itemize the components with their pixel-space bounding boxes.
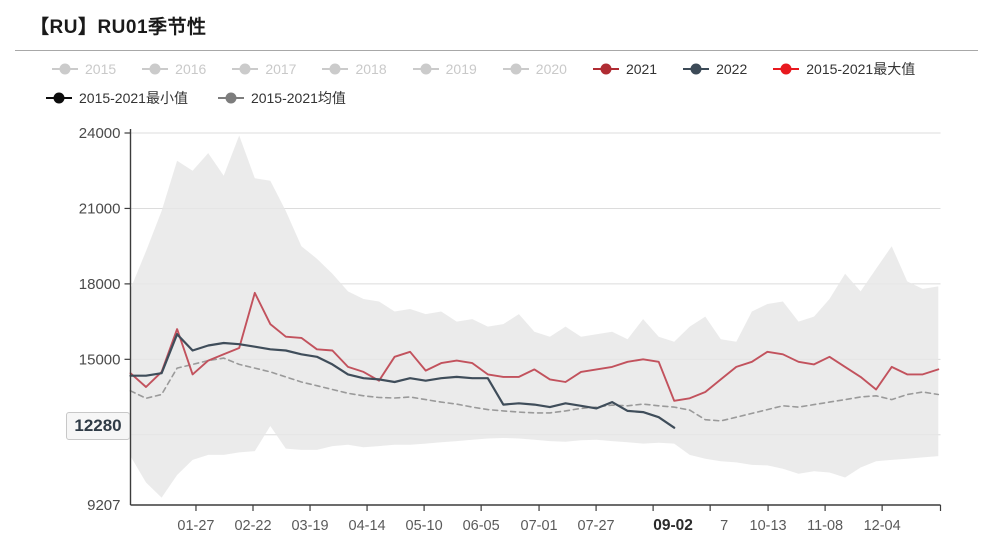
y-axis-label: 15000 <box>79 351 121 368</box>
legend-label: 2019 <box>445 61 477 77</box>
series-line-2022 <box>129 333 676 429</box>
y-axis-label: 18000 <box>79 276 121 293</box>
y-axis-label: 21000 <box>79 200 121 217</box>
legend-item-2015[interactable]: 2015 <box>52 61 116 77</box>
legend-label: 2015-2021均值 <box>250 90 346 106</box>
legend-label: 2017 <box>265 61 297 77</box>
legend-marker-icon <box>683 63 710 75</box>
legend-label: 2022 <box>716 61 748 77</box>
legend-marker-icon <box>592 63 619 75</box>
legend-marker-icon <box>217 92 244 104</box>
legend-item-2015-2021-[interactable]: 2015-2021最小值 <box>46 88 188 108</box>
legend-label: 2020 <box>535 61 567 77</box>
legend-marker-icon <box>502 63 529 75</box>
legend-label: 2021 <box>625 61 658 77</box>
legend-label: 2016 <box>175 61 207 77</box>
x-axis-label: 01-27 <box>177 518 214 534</box>
x-axis-label: 7 <box>720 518 728 534</box>
page-title: 【RU】RU01季节性 <box>30 17 207 38</box>
x-axis-label: 04-14 <box>349 518 386 534</box>
x-axis-label: 12-04 <box>864 518 901 534</box>
x-axis-label: 03-19 <box>291 518 328 534</box>
current-value-text: 12280 <box>74 416 122 435</box>
legend-item-2022[interactable]: 2022 <box>683 61 747 77</box>
legend-item-2021[interactable]: 2021 <box>592 61 658 77</box>
legend-item-2018[interactable]: 2018 <box>322 61 387 77</box>
y-axis-label: 24000 <box>79 125 121 142</box>
legend-item-2019[interactable]: 2019 <box>412 61 477 77</box>
legend-label: 2015-2021最大值 <box>806 61 916 77</box>
legend-row-1: 2015 2016 2017 2018 2019 2020 2021 2022 2015-202… <box>52 59 915 79</box>
series-line-2015-2021- <box>129 357 940 422</box>
legend-item-2017[interactable]: 2017 <box>232 61 296 77</box>
x-axis-current-date-label: 09-02 <box>653 517 693 534</box>
x-axis-label: 06-05 <box>463 518 500 534</box>
legend-marker-icon <box>52 63 78 75</box>
x-axis-label: 10-13 <box>750 518 787 534</box>
x-axis-label: 11-08 <box>807 518 843 534</box>
x-axis-label: 02-22 <box>234 518 271 534</box>
x-axis-label: 05-10 <box>406 518 443 534</box>
legend-marker-icon <box>322 63 349 75</box>
legend-marker-icon <box>46 92 72 104</box>
legend-item-2020[interactable]: 2020 <box>502 61 567 77</box>
divider <box>15 50 978 51</box>
series-line-2021 <box>129 291 940 402</box>
y-axis-min-label: 9207 <box>87 497 120 514</box>
legend-item-2016[interactable]: 2016 <box>142 61 206 77</box>
legend-label: 2018 <box>355 61 387 77</box>
legend-row-2: 2015-2021最小值 2015-2021均值 <box>46 88 346 108</box>
legend-marker-icon <box>232 63 259 75</box>
legend-item-2015-2021-[interactable]: 2015-2021均值 <box>217 88 346 108</box>
legend-label: 2015-2021最小值 <box>79 90 188 106</box>
legend-marker-icon <box>142 63 169 75</box>
legend-item-2015-2021-[interactable]: 2015-2021最大值 <box>773 59 915 79</box>
legend-marker-icon <box>412 63 439 75</box>
x-axis-label: 07-01 <box>521 518 558 534</box>
current-value-badge: 12280 <box>66 412 130 440</box>
legend-label: 2015 <box>85 61 117 77</box>
legend-marker-icon <box>773 63 800 75</box>
min-max-band <box>130 135 939 498</box>
x-axis-label: 07-27 <box>578 518 615 534</box>
